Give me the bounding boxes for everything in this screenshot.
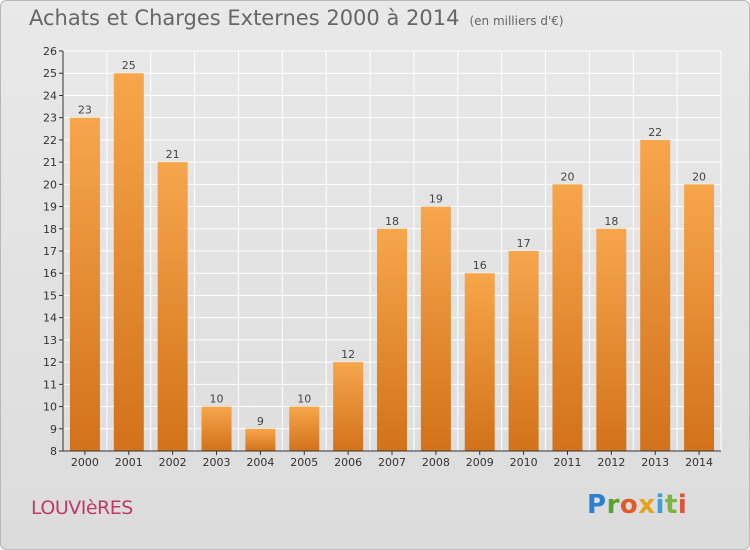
bar — [289, 406, 320, 451]
x-tick-label: 2014 — [685, 456, 713, 469]
x-tick-label: 2010 — [510, 456, 538, 469]
bar — [157, 162, 188, 451]
y-tick-label: 14 — [43, 312, 57, 325]
x-tick-label: 2008 — [422, 456, 450, 469]
axes — [59, 50, 721, 455]
x-tick-label: 2000 — [71, 456, 99, 469]
x-tick-label: 2001 — [115, 456, 143, 469]
bar-value-label: 19 — [429, 193, 443, 206]
x-tick-label: 2004 — [246, 456, 274, 469]
x-tick-label: 2002 — [159, 456, 187, 469]
bar-value-label: 22 — [648, 126, 662, 139]
logo-letter: i — [655, 490, 665, 520]
title-text: Achats et Charges Externes 2000 à 2014 — [29, 6, 460, 30]
bar-value-label: 18 — [385, 215, 399, 228]
x-tick-label: 2006 — [334, 456, 362, 469]
y-tick-label: 11 — [43, 378, 57, 391]
logo-letter: t — [664, 490, 678, 520]
y-tick-label: 25 — [43, 67, 57, 80]
bar-value-label: 17 — [517, 237, 531, 250]
bar — [69, 117, 100, 452]
bar — [333, 362, 364, 451]
bars — [69, 73, 715, 452]
bar-value-label: 25 — [122, 59, 136, 72]
y-tick-label: 21 — [43, 156, 57, 169]
y-tick-label: 10 — [43, 401, 57, 414]
logo-letter: x — [638, 490, 656, 520]
y-tick-label: 12 — [43, 356, 57, 369]
bar — [640, 139, 671, 451]
bar — [377, 228, 407, 451]
logo-letter: i — [677, 490, 688, 520]
x-tick-label: 2012 — [597, 456, 625, 469]
bar-value-label: 23 — [78, 104, 92, 117]
y-tick-label: 8 — [50, 445, 57, 458]
y-tick-label: 20 — [43, 178, 57, 191]
y-tick-label: 9 — [50, 423, 57, 436]
y-tick-label: 26 — [43, 45, 57, 58]
y-tick-label: 23 — [43, 112, 57, 125]
commune-name: LOUVIèRES — [31, 497, 133, 519]
logo-letter: r — [606, 490, 620, 520]
bar-value-label: 10 — [297, 393, 311, 406]
x-tick-label: 2011 — [553, 456, 581, 469]
bar — [684, 184, 715, 452]
y-tick-label: 18 — [43, 223, 57, 236]
bar-value-label: 16 — [473, 259, 487, 272]
bar — [245, 428, 276, 451]
y-tick-label: 16 — [43, 267, 57, 280]
x-tick-label: 2009 — [466, 456, 494, 469]
chart-title: Achats et Charges Externes 2000 à 2014 (e… — [29, 6, 564, 30]
x-tick-label: 2005 — [290, 456, 318, 469]
x-tick-label: 2007 — [378, 456, 406, 469]
bar-value-label: 10 — [210, 393, 224, 406]
y-tick-label: 22 — [43, 134, 57, 147]
bar-value-label: 21 — [166, 148, 180, 161]
proxiti-logo: Proxiti — [587, 490, 687, 520]
y-tick-label: 19 — [43, 201, 57, 214]
bar — [508, 251, 539, 451]
y-tick-label: 24 — [43, 89, 57, 102]
bar-value-label: 12 — [341, 348, 355, 361]
bar — [201, 406, 232, 451]
bar-value-label: 9 — [257, 415, 264, 428]
bar-value-label: 18 — [604, 215, 618, 228]
x-tick-label: 2013 — [641, 456, 669, 469]
bar — [596, 228, 627, 451]
y-tick-label: 13 — [43, 334, 57, 347]
bar-value-label: 20 — [692, 170, 706, 183]
title-unit: (en milliers d'€) — [469, 14, 564, 28]
bar — [464, 273, 495, 451]
y-tick-label: 15 — [43, 289, 57, 302]
logo-letter: P — [587, 490, 607, 520]
bar — [552, 184, 583, 452]
bar — [420, 206, 451, 451]
y-tick-label: 17 — [43, 245, 57, 258]
bar — [113, 73, 144, 451]
x-tick-label: 2003 — [203, 456, 231, 469]
logo-letter: o — [619, 490, 639, 520]
labels: 8 9 10 11 12 13 14 15 16 17 18 19 20 21 22 23 24 25 26 23 20… — [43, 45, 713, 469]
bar-value-label: 20 — [560, 170, 574, 183]
